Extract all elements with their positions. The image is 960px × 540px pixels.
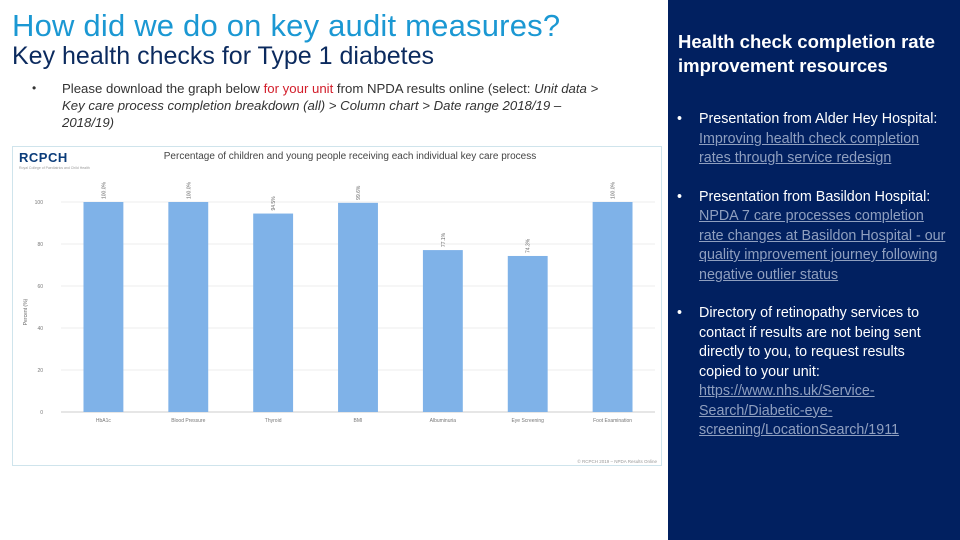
bar-albuminuria — [422, 250, 463, 412]
panel-title: Health check completion rate improvement… — [678, 31, 936, 76]
bar-thyroid — [253, 213, 294, 412]
bar-value-label: 100.0% — [101, 181, 107, 199]
x-tick-label: BMI — [354, 418, 363, 424]
intro-text: Please download the graph below for your… — [62, 80, 612, 131]
x-tick-label: Blood Pressure — [171, 418, 205, 424]
resource-link-alder-hey[interactable]: Improving health check completion rates … — [699, 130, 920, 167]
resource-text: Directory of retinopathy services to con… — [699, 305, 921, 380]
resource-text: Presentation from Basildon Hospital: — [699, 188, 931, 205]
x-tick-label: HbA1c — [96, 418, 112, 424]
bar-bmi — [338, 202, 378, 412]
rcpch-logo-subtext: Royal College of Paediatrics and Child H… — [19, 166, 90, 170]
resource-item: • Directory of retinopathy services to co… — [674, 304, 950, 441]
resource-item: • Presentation from Basildon Hospital: NP… — [674, 188, 950, 286]
resource-text: Presentation from Alder Hey Hospital: — [699, 111, 938, 127]
x-tick-label: Eye Screening — [511, 418, 544, 424]
bar-value-label: 77.1% — [441, 232, 447, 247]
x-tick-label: Thyroid — [265, 418, 282, 424]
bullet-icon: • — [677, 305, 683, 321]
bullet-icon: • — [32, 81, 37, 95]
resources-panel: Health check completion rate improvement… — [668, 0, 960, 540]
bar-eye-screening — [507, 255, 548, 412]
intro-highlight: for your unit — [263, 81, 334, 96]
bar-hba1c — [83, 202, 124, 412]
bar-blood-pressure — [168, 202, 209, 412]
bar-value-label: 100.0% — [611, 181, 617, 199]
bar-foot-examination — [592, 202, 633, 412]
intro-part3: from NPDA results online (select: — [333, 81, 535, 96]
resource-link-basildon[interactable]: NPDA 7 care processes completion rate ch… — [699, 208, 946, 283]
x-tick-label: Foot Examination — [593, 418, 632, 424]
y-tick-label: 40 — [37, 326, 43, 332]
bar-value-label: 100.0% — [186, 181, 192, 199]
y-tick-label: 100 — [35, 200, 44, 206]
resource-item: • Presentation from Alder Hey Hospital: I… — [674, 110, 950, 169]
intro-bullet: • Please download the graph below for yo… — [32, 80, 612, 131]
y-tick-label: 20 — [37, 368, 43, 374]
intro-part1: Please download the graph below — [62, 81, 264, 96]
bar-value-label: 99.6% — [356, 185, 362, 200]
intro-path: Unit data > Key care process completion … — [62, 81, 599, 130]
y-axis-label: Percent (%) — [23, 298, 29, 325]
y-tick-label: 80 — [37, 242, 43, 248]
x-tick-label: Albuminuria — [430, 418, 457, 424]
y-tick-label: 0 — [40, 410, 43, 416]
resource-list: • Presentation from Alder Hey Hospital: I… — [674, 110, 950, 460]
bar-chart: Percentage of children and young people … — [23, 151, 657, 464]
resource-link-retinopathy-directory[interactable]: https://www.nhs.uk/Service-Search/Diabet… — [699, 383, 900, 438]
chart-title: Percentage of children and young people … — [164, 151, 536, 162]
bar-value-label: 74.3% — [526, 238, 532, 253]
chart-footnote: © RCPCH 2019 – NPDA Results Online — [577, 458, 657, 464]
slide-title: How did we do on key audit measures? — [12, 8, 561, 43]
bar-value-label: 94.5% — [271, 196, 277, 211]
slide-subtitle: Key health checks for Type 1 diabetes — [12, 42, 435, 70]
chart-frame: RCPCH Royal College of Paediatrics and C… — [12, 146, 662, 466]
rcpch-logo: RCPCH — [19, 150, 68, 165]
bullet-icon: • — [677, 188, 683, 205]
bullet-icon: • — [677, 111, 683, 127]
y-tick-label: 60 — [37, 284, 43, 290]
